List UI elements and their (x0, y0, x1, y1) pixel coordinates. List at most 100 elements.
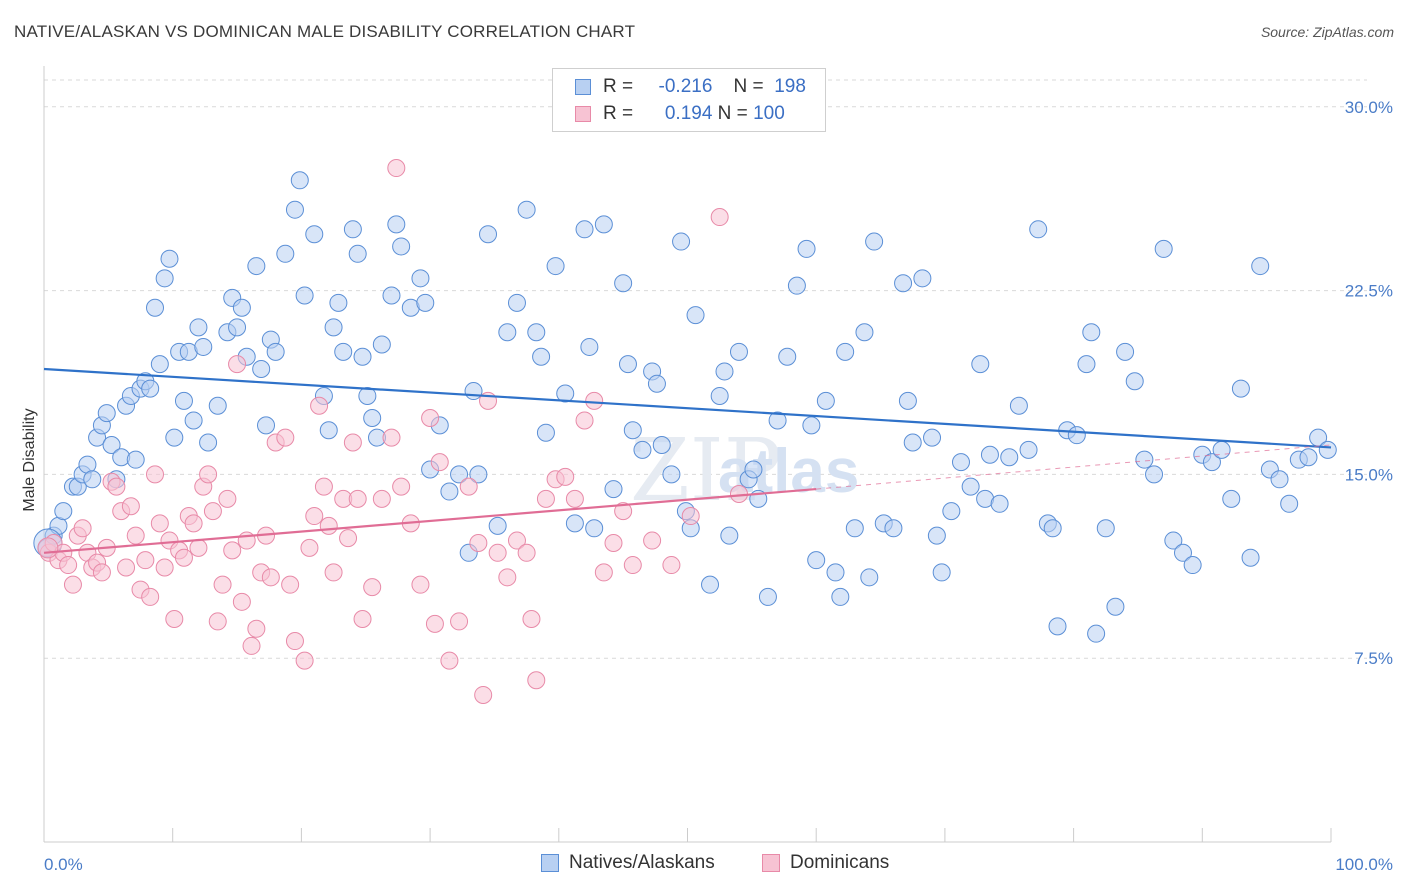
data-point-dominicans (189, 538, 208, 557)
data-point-dominicans (136, 551, 155, 570)
data-point-dominicans (121, 497, 140, 516)
data-point-natives (387, 215, 406, 234)
data-point-natives (517, 200, 536, 219)
legend-n-value: 100 (753, 103, 785, 124)
data-point-natives (165, 428, 184, 447)
data-point-dominicans (527, 671, 546, 690)
data-point-natives (647, 374, 666, 393)
data-point-natives (498, 323, 517, 342)
data-point-natives (594, 215, 613, 234)
data-point-natives (372, 335, 391, 354)
data-point-dominicans (126, 526, 145, 545)
data-point-natives (662, 465, 681, 484)
data-point-dominicans (324, 563, 343, 582)
data-point-natives (618, 355, 637, 374)
data-point-natives (802, 416, 821, 435)
data-point-dominicans (585, 391, 604, 410)
data-point-natives (942, 502, 961, 521)
data-point-natives (1009, 396, 1028, 415)
data-point-natives (1202, 453, 1221, 472)
data-point-natives (141, 379, 160, 398)
data-point-natives (247, 257, 266, 276)
data-point-dominicans (681, 507, 700, 526)
data-point-dominicans (536, 489, 555, 508)
x-tick-label: 0.0% (44, 855, 83, 874)
data-point-natives (266, 342, 285, 361)
data-point-natives (729, 342, 748, 361)
legend-swatch-pink (575, 106, 591, 122)
data-point-dominicans (372, 489, 391, 508)
data-point-natives (382, 286, 401, 305)
y-tick-label: 15.0% (1345, 465, 1393, 484)
data-point-natives (1154, 239, 1173, 258)
data-point-dominicans (498, 568, 517, 587)
data-point-dominicans (392, 477, 411, 496)
data-point-dominicans (522, 609, 541, 628)
data-point-natives (189, 318, 208, 337)
data-point-natives (826, 563, 845, 582)
data-point-natives (884, 519, 903, 538)
data-point-dominicans (150, 514, 169, 533)
data-point-natives (894, 274, 913, 293)
data-point-natives (710, 386, 729, 405)
data-point-natives (860, 568, 879, 587)
data-point-natives (146, 298, 165, 317)
y-tick-label: 22.5% (1345, 282, 1393, 301)
data-point-natives (923, 428, 942, 447)
data-point-dominicans (184, 514, 203, 533)
data-point-dominicans (556, 467, 575, 486)
legend-row-natives: R = -0.216 N = 198 (575, 74, 806, 100)
data-point-dominicans (174, 548, 193, 567)
data-point-natives (1116, 342, 1135, 361)
data-point-natives (1231, 379, 1250, 398)
data-point-dominicans (199, 465, 218, 484)
data-point-natives (450, 465, 469, 484)
data-point-dominicans (295, 651, 314, 670)
data-point-natives (1135, 450, 1154, 469)
data-point-natives (83, 470, 102, 489)
data-point-natives (469, 465, 488, 484)
data-point-natives (898, 391, 917, 410)
data-point-natives (1251, 257, 1270, 276)
data-point-dominicans (59, 556, 78, 575)
legend-r-value: 0.194 (664, 103, 713, 124)
data-point-natives (565, 514, 584, 533)
data-point-natives (768, 411, 787, 430)
data-point-dominicans (421, 409, 440, 428)
data-point-natives (392, 237, 411, 256)
data-point-natives (1043, 519, 1062, 538)
legend-n-label: N = (717, 103, 748, 124)
data-point-natives (672, 232, 691, 251)
data-point-dominicans (146, 465, 165, 484)
trend-lines (43, 367, 1332, 554)
legend-row-dominicans: R = 0.194 N = 100 (575, 101, 785, 127)
data-point-natives (980, 445, 999, 464)
data-point-natives (232, 298, 251, 317)
trend-line-natives (43, 367, 1332, 449)
data-point-natives (1125, 372, 1144, 391)
data-point-dominicans (339, 529, 358, 548)
data-point-dominicans (285, 632, 304, 651)
tick-labels: 7.5% 15.0% 22.5% 30.0% 0.0% 100.0% (44, 98, 1393, 874)
data-point-dominicans (281, 575, 300, 594)
axes (43, 66, 1332, 843)
source-label: Source: ZipAtlas.com (1260, 24, 1394, 40)
data-point-dominicans (107, 477, 126, 496)
data-point-natives (416, 293, 435, 312)
data-point-natives (155, 269, 174, 288)
data-point-natives (329, 293, 348, 312)
data-point-natives (903, 433, 922, 452)
data-point-dominicans (92, 563, 111, 582)
data-point-natives (324, 318, 343, 337)
data-point-natives (1183, 556, 1202, 575)
data-point-dominicans (594, 563, 613, 582)
data-point-natives (715, 362, 734, 381)
data-point-dominicans (276, 428, 295, 447)
data-point-natives (257, 416, 276, 435)
data-point-natives (807, 551, 826, 570)
data-point-natives (744, 460, 763, 479)
trend-line-dominicans-extension (816, 444, 1332, 490)
data-point-natives (778, 347, 797, 366)
data-point-natives (527, 323, 546, 342)
data-point-natives (1299, 448, 1318, 467)
